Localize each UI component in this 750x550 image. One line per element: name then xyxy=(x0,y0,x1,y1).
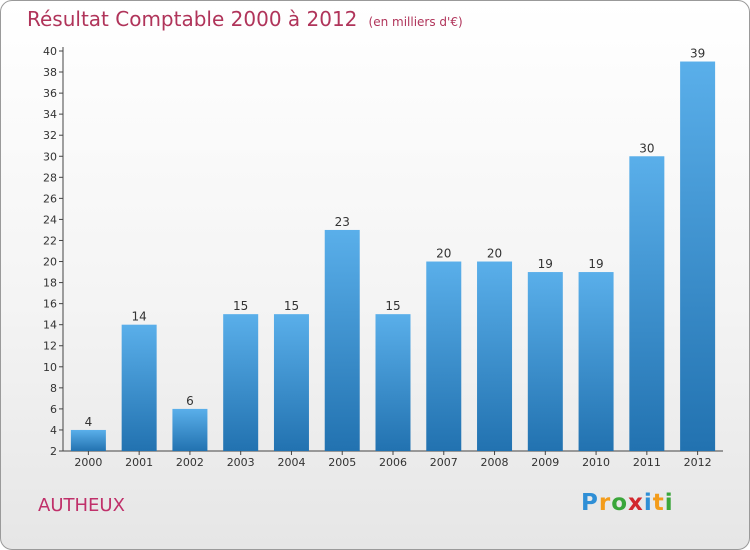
x-tick-label: 2009 xyxy=(531,456,559,469)
bar-value-label: 4 xyxy=(85,415,93,429)
bar xyxy=(375,314,411,451)
bar-value-label: 39 xyxy=(690,47,705,61)
y-tick-label: 20 xyxy=(43,256,57,269)
y-tick-label: 14 xyxy=(43,319,57,332)
x-tick-label: 2005 xyxy=(328,456,356,469)
x-tick-label: 2000 xyxy=(74,456,102,469)
x-tick-label: 2002 xyxy=(176,456,204,469)
proxiti-logo[interactable]: Proxiti xyxy=(581,490,674,516)
bar xyxy=(629,156,665,451)
x-tick-label: 2011 xyxy=(633,456,661,469)
bar-value-label: 15 xyxy=(385,299,400,313)
bar xyxy=(121,324,157,451)
x-tick-label: 2001 xyxy=(125,456,153,469)
bar-value-label: 20 xyxy=(487,247,502,261)
bar xyxy=(477,261,513,451)
y-tick-label: 26 xyxy=(43,192,57,205)
x-tick-label: 2006 xyxy=(379,456,407,469)
bar xyxy=(172,408,208,451)
bar-value-label: 6 xyxy=(186,394,194,408)
y-tick-label: 12 xyxy=(43,340,57,353)
bar xyxy=(680,61,716,452)
x-tick-label: 2007 xyxy=(430,456,458,469)
x-tick-label: 2003 xyxy=(227,456,255,469)
bar-value-label: 20 xyxy=(436,247,451,261)
y-tick-label: 40 xyxy=(43,45,57,58)
bar xyxy=(324,229,360,451)
bar-value-label: 19 xyxy=(588,257,603,271)
bar xyxy=(70,429,106,451)
y-tick-label: 4 xyxy=(50,424,57,437)
y-tick-label: 34 xyxy=(43,108,57,121)
bar-value-label: 15 xyxy=(284,299,299,313)
bar xyxy=(273,314,309,451)
bar-value-label: 14 xyxy=(132,310,147,324)
y-tick-label: 16 xyxy=(43,298,57,311)
y-tick-label: 10 xyxy=(43,361,57,374)
y-tick-label: 2 xyxy=(50,445,57,458)
bar-value-label: 15 xyxy=(233,299,248,313)
bar xyxy=(578,272,614,451)
bar-value-label: 19 xyxy=(538,257,553,271)
x-tick-label: 2012 xyxy=(684,456,712,469)
y-tick-label: 18 xyxy=(43,277,57,290)
y-tick-label: 32 xyxy=(43,129,57,142)
bar-value-label: 30 xyxy=(639,141,654,155)
bar xyxy=(527,272,563,451)
chart-title: Résultat Comptable 2000 à 2012 xyxy=(27,7,358,31)
title-row: Résultat Comptable 2000 à 2012 (en milli… xyxy=(27,7,463,31)
y-tick-label: 28 xyxy=(43,171,57,184)
bar-value-label: 23 xyxy=(335,215,350,229)
y-tick-label: 24 xyxy=(43,213,57,226)
x-tick-label: 2010 xyxy=(582,456,610,469)
commune-name: AUTHEUX xyxy=(38,495,125,516)
bar xyxy=(426,261,462,451)
y-tick-label: 38 xyxy=(43,66,57,79)
bar xyxy=(223,314,259,451)
x-tick-label: 2008 xyxy=(481,456,509,469)
y-tick-label: 30 xyxy=(43,150,57,163)
y-tick-label: 22 xyxy=(43,234,57,247)
chart-subtitle: (en milliers d'€) xyxy=(368,15,463,29)
y-tick-label: 6 xyxy=(50,403,57,416)
y-tick-label: 8 xyxy=(50,382,57,395)
y-tick-label: 36 xyxy=(43,87,57,100)
x-tick-label: 2004 xyxy=(277,456,305,469)
